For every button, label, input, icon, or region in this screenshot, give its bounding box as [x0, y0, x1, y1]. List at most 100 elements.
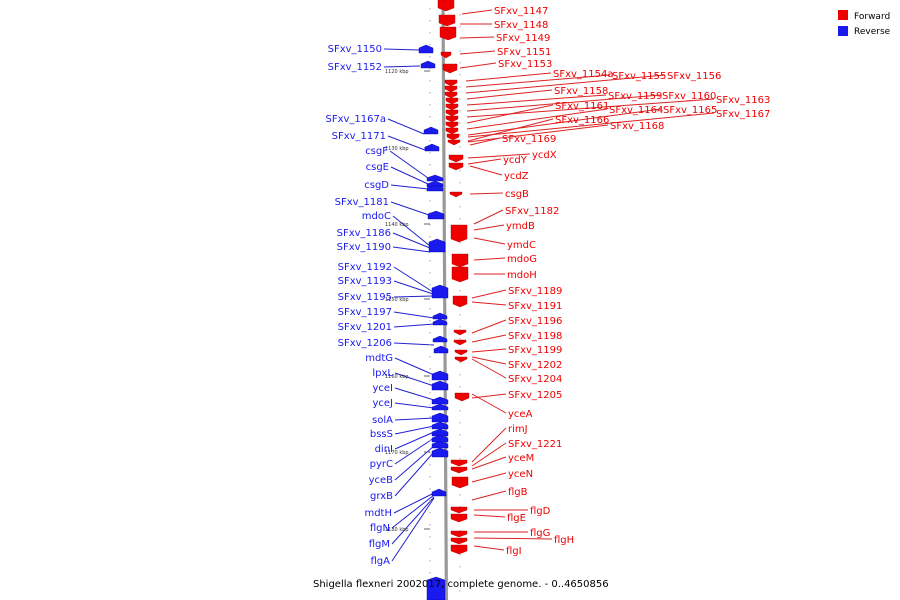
gene-label-lpxl: lpxL: [372, 368, 393, 379]
scale-tick-label: 1130 kbp: [385, 146, 409, 152]
reverse-leader-line: [387, 118, 425, 135]
gene-label-csgd: csgD: [364, 180, 389, 191]
gene-label-sfxv-1147: SFxv_1147: [494, 6, 548, 17]
gene-label-csgf: csgF: [365, 146, 388, 157]
gene-label-sfxv-1153: SFxv_1153: [498, 59, 552, 70]
gene-label-sfxv-1201: SFxv_1201: [338, 322, 392, 333]
gene-label-ycdy: ycdY: [503, 155, 528, 166]
gene-label-mdtg: mdtG: [365, 353, 393, 364]
forward-gene-block: [454, 349, 468, 356]
legend-forward-swatch: [838, 10, 848, 20]
gene-label-ycea: yceA: [508, 409, 533, 420]
forward-gene-block: [445, 115, 459, 123]
reverse-gene-block: [426, 576, 446, 600]
forward-leader-line: [467, 153, 531, 159]
forward-gene-block: [450, 530, 468, 538]
reverse-leader-line: [393, 295, 434, 298]
gene-label-sfxv-1193: SFxv_1193: [338, 276, 392, 287]
scale-tick-label: 1160 kbp: [385, 374, 409, 380]
forward-leader-line: [467, 124, 609, 143]
forward-gene-block: [446, 133, 460, 141]
legend-reverse-label: Reverse: [854, 27, 891, 37]
forward-gene-block: [444, 85, 458, 93]
gene-label-ycej: yceJ: [372, 398, 393, 409]
forward-leader-line: [473, 209, 504, 225]
forward-leader-line: [466, 94, 661, 112]
reverse-gene-block: [432, 335, 448, 343]
gene-label-csge: csgE: [366, 162, 389, 173]
forward-leader-line: [467, 158, 502, 165]
gene-label-sfxv-1190: SFxv_1190: [337, 242, 391, 253]
gene-label-sfxv-1156: SFxv_1156: [667, 71, 721, 82]
gene-label-sfxv-1221: SFxv_1221: [508, 439, 562, 450]
gene-label-flgm: flgM: [369, 539, 390, 550]
forward-gene-block: [442, 63, 458, 74]
scale-tick-label: 1170 kbp: [385, 450, 409, 456]
forward-leader-line: [471, 393, 507, 414]
gene-label-sfxv-1195: SFxv_1195: [338, 292, 392, 303]
scale-tick-label: 1180 kbp: [385, 527, 409, 533]
gene-label-bsss: bssS: [370, 429, 393, 440]
forward-gene-block: [450, 544, 468, 555]
gene-label-ymdc: ymdC: [507, 240, 536, 251]
reverse-gene-block: [431, 421, 449, 430]
forward-leader-line: [466, 94, 607, 106]
reverse-leader-line: [387, 135, 426, 151]
gene-label-sfxv-1206: SFxv_1206: [338, 338, 392, 349]
forward-leader-line: [473, 537, 553, 540]
gene-label-ycdz: ycdZ: [504, 171, 529, 182]
gene-label-ycei: yceI: [372, 383, 393, 394]
forward-leader-line: [469, 165, 503, 176]
gene-label-sfxv-1197: SFxv_1197: [338, 307, 392, 318]
gene-label-ymdb: ymdB: [506, 221, 535, 232]
gene-label-sfxv-1186: SFxv_1186: [337, 228, 391, 239]
reverse-gene-block: [431, 447, 449, 458]
gene-label-mdog: mdoG: [507, 254, 537, 265]
reverse-gene-block: [426, 184, 444, 192]
gene-label-sfxv-1159: SFxv_1159: [608, 91, 662, 102]
gene-label-sfxv-1149: SFxv_1149: [496, 33, 550, 44]
forward-gene-block: [447, 139, 461, 146]
gene-label-sfxv-1202: SFxv_1202: [508, 360, 562, 371]
gene-label-sfxv-1189: SFxv_1189: [508, 286, 562, 297]
reverse-leader-line: [394, 437, 435, 465]
scale-tick-label: 1150 kbp: [385, 297, 409, 303]
gene-label-rimj: rimJ: [508, 424, 528, 435]
forward-gene-block: [448, 154, 464, 163]
forward-leader-line: [466, 89, 553, 100]
forward-gene-block: [440, 51, 452, 59]
gene-label-flgb: flgB: [508, 487, 528, 498]
gene-label-sfxv-1158: SFxv_1158: [554, 86, 608, 97]
forward-leader-line: [473, 545, 505, 551]
gene-label-sfxv-1191: SFxv_1191: [508, 301, 562, 312]
gene-label-sfxv-1154a: SFxv_1154a: [553, 69, 614, 80]
gene-label-flgg: flgG: [530, 528, 550, 539]
forward-leader-line: [469, 137, 501, 146]
forward-leader-line: [465, 74, 666, 94]
reverse-leader-line: [394, 431, 435, 450]
reverse-leader-line: [391, 494, 435, 529]
reverse-leader-line: [394, 425, 435, 435]
gene-label-dini: dinI: [375, 444, 393, 455]
gene-label-mdoh: mdoH: [507, 270, 537, 281]
reverse-gene-block: [420, 60, 436, 69]
reverse-gene-block: [433, 345, 449, 354]
reverse-gene-block: [428, 238, 446, 253]
forward-leader-line: [471, 427, 507, 463]
legend-forward-label: Forward: [854, 12, 890, 22]
reverse-leader-line: [393, 323, 435, 328]
forward-gene-block: [445, 103, 459, 111]
gene-label-sola: solA: [372, 415, 393, 426]
gene-label-flgi: flgI: [506, 546, 522, 557]
forward-leader-line: [466, 108, 608, 130]
reverse-leader-line: [393, 492, 435, 514]
gene-label-grxb: grxB: [370, 491, 393, 502]
reverse-leader-line: [393, 342, 435, 346]
forward-gene-block: [448, 162, 464, 171]
forward-gene-block: [452, 295, 468, 308]
forward-leader-line: [471, 472, 507, 483]
forward-leader-line: [471, 456, 507, 470]
gene-label-sfxv-1165: SFxv_1165: [663, 105, 717, 116]
forward-leader-line: [469, 192, 504, 195]
forward-gene-block: [438, 14, 456, 27]
